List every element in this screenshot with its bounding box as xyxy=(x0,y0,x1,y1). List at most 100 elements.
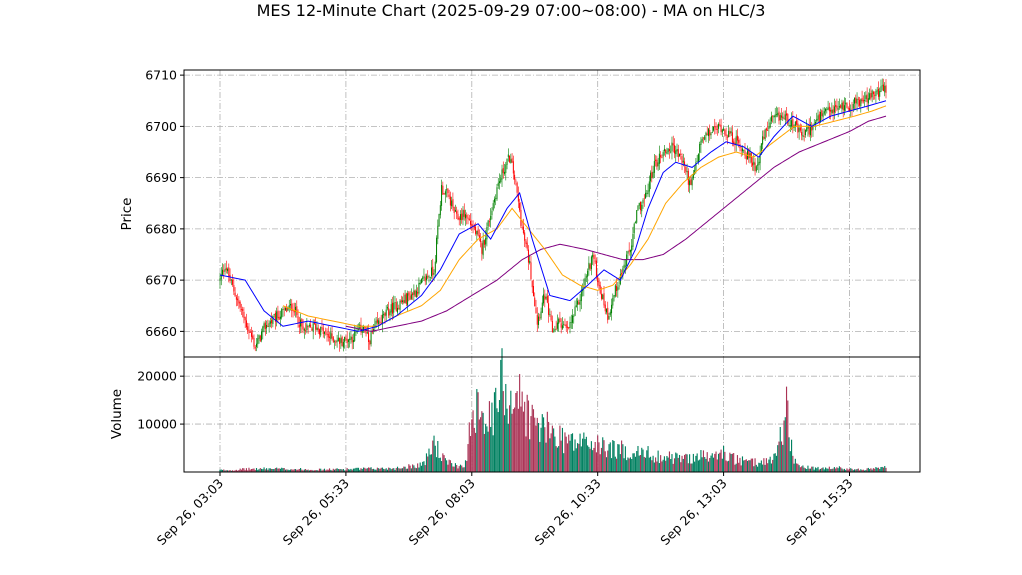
candle-body xyxy=(847,108,849,110)
candle-body xyxy=(671,142,673,152)
candle-body xyxy=(534,297,536,307)
volume-bar xyxy=(511,413,513,472)
candle-body xyxy=(322,327,324,334)
volume-bar xyxy=(283,468,285,472)
volume-bar xyxy=(744,460,746,472)
volume-bar xyxy=(871,469,873,472)
candle-body xyxy=(306,324,308,331)
volume-bar xyxy=(592,450,594,472)
volume-bar xyxy=(531,404,533,472)
volume-bar xyxy=(808,468,810,472)
volume-bar xyxy=(573,450,575,472)
volume-bar xyxy=(384,469,386,472)
candle-body xyxy=(705,132,707,136)
volume-bar xyxy=(622,444,624,472)
candle-body xyxy=(323,331,325,334)
volume-bar xyxy=(809,468,812,472)
candle-body xyxy=(283,308,285,310)
candle-body xyxy=(607,307,609,321)
x-tick-label: Sep 26, 08:03 xyxy=(405,476,477,548)
volume-bar xyxy=(681,455,683,472)
volume-bar xyxy=(501,348,503,472)
volume-bar xyxy=(271,468,273,472)
candle-body xyxy=(682,160,684,163)
candle-body xyxy=(507,154,509,158)
volume-bar xyxy=(296,469,298,472)
volume-bar xyxy=(475,432,477,472)
volume-bar xyxy=(242,468,244,472)
candle-body xyxy=(663,148,665,152)
candle-body xyxy=(459,214,461,220)
volume-bar xyxy=(317,470,319,472)
volume-bar xyxy=(845,470,847,472)
candle-body xyxy=(232,279,234,285)
candle-body xyxy=(342,341,344,348)
candle-body xyxy=(442,185,444,195)
candle-body xyxy=(307,325,309,327)
volume-bar xyxy=(660,455,662,472)
volume-bar xyxy=(234,470,236,472)
candle-body xyxy=(443,193,445,195)
volume-bar xyxy=(355,467,357,472)
volume-bar xyxy=(789,451,791,472)
candle-body xyxy=(869,93,871,100)
volume-bar xyxy=(239,468,241,472)
candle-body xyxy=(757,164,759,166)
candle-body xyxy=(702,137,704,139)
candle-body xyxy=(784,114,786,121)
volume-bar xyxy=(229,470,231,472)
volume-bar xyxy=(564,432,566,472)
candle-body xyxy=(733,141,735,144)
volume-bar xyxy=(539,441,541,472)
volume-bar xyxy=(365,468,367,472)
volume-bar xyxy=(796,463,798,472)
volume-bar xyxy=(318,468,321,472)
candle-body xyxy=(637,205,639,211)
candle-body xyxy=(554,329,556,332)
volume-bar xyxy=(337,469,339,472)
candle-body xyxy=(467,217,469,219)
candle-body xyxy=(779,115,781,121)
volume-bar xyxy=(254,469,256,472)
candle-body xyxy=(865,95,867,100)
candle-body xyxy=(719,124,721,126)
volume-bar xyxy=(633,453,635,472)
candle-body xyxy=(417,291,419,294)
volume-bar xyxy=(476,389,478,472)
candle-body xyxy=(228,267,230,277)
candle-body xyxy=(412,293,414,296)
candle-body xyxy=(498,181,500,184)
candle-body xyxy=(539,317,541,319)
candle-body xyxy=(271,319,273,324)
candle-body xyxy=(857,98,859,100)
volume-bar xyxy=(272,468,274,472)
candle-body xyxy=(543,294,545,304)
volume-bar xyxy=(843,468,846,472)
volume-bar xyxy=(276,467,278,472)
volume-bar xyxy=(764,464,766,472)
volume-bar xyxy=(414,467,416,472)
volume-bar xyxy=(453,466,455,472)
volume-bar xyxy=(648,457,650,472)
volume-bar xyxy=(526,394,528,472)
volume-bar xyxy=(549,438,551,472)
candle-body xyxy=(828,106,830,112)
candle-body xyxy=(512,161,514,174)
candle-body xyxy=(855,97,857,104)
volume-bar xyxy=(540,427,542,472)
volume-bar xyxy=(390,469,392,472)
candle-body xyxy=(594,260,596,262)
candle-body xyxy=(400,300,402,303)
volume-bar xyxy=(344,470,346,472)
candle-body xyxy=(724,129,726,135)
volume-bar xyxy=(481,411,483,472)
candle-body xyxy=(885,85,887,93)
candle-body xyxy=(256,343,258,347)
volume-bar xyxy=(291,469,293,472)
candle-body xyxy=(403,300,405,303)
candle-body xyxy=(740,149,742,151)
candle-body xyxy=(860,99,862,107)
candle-body xyxy=(262,326,264,333)
candle-body xyxy=(590,256,592,270)
candle-body xyxy=(755,166,757,171)
